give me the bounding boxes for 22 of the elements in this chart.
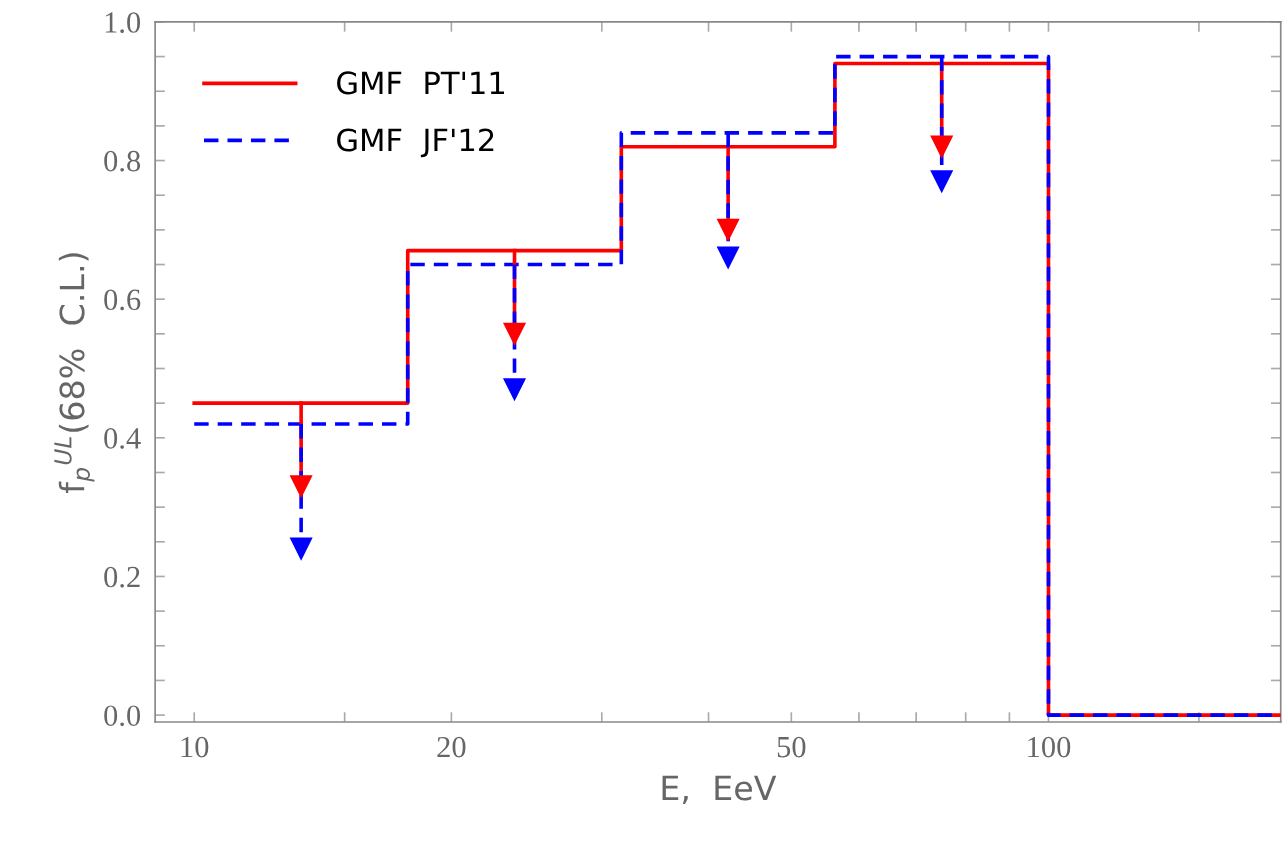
point	[930, 135, 953, 158]
y-tick-label: 0.8	[104, 150, 141, 172]
x-tick-label: 100	[1028, 736, 1071, 758]
x-tick-label: 10	[181, 736, 209, 758]
point	[930, 170, 953, 193]
y-axis-title: f$_{p}$$^{UL}$(68% C.L.)	[54, 253, 95, 494]
x-tick-label: 20	[437, 736, 466, 758]
point	[717, 246, 740, 269]
point	[290, 475, 313, 498]
y-tick-label: 0.6	[104, 289, 141, 311]
point	[717, 218, 740, 241]
legend-label: GMF JF'12	[337, 128, 494, 158]
point	[503, 378, 526, 401]
x-axis-title: E, EeV	[662, 775, 777, 804]
legend-label: GMF PT'11	[337, 71, 504, 95]
y-tick-label: 1.0	[105, 12, 141, 33]
y-tick-label: 0.4	[104, 428, 141, 449]
y-tick-label: 0.2	[104, 566, 140, 588]
point	[290, 537, 313, 560]
x-tick-label: 50	[777, 736, 806, 758]
point	[503, 322, 526, 345]
y-tick-label: 0.0	[104, 705, 141, 727]
